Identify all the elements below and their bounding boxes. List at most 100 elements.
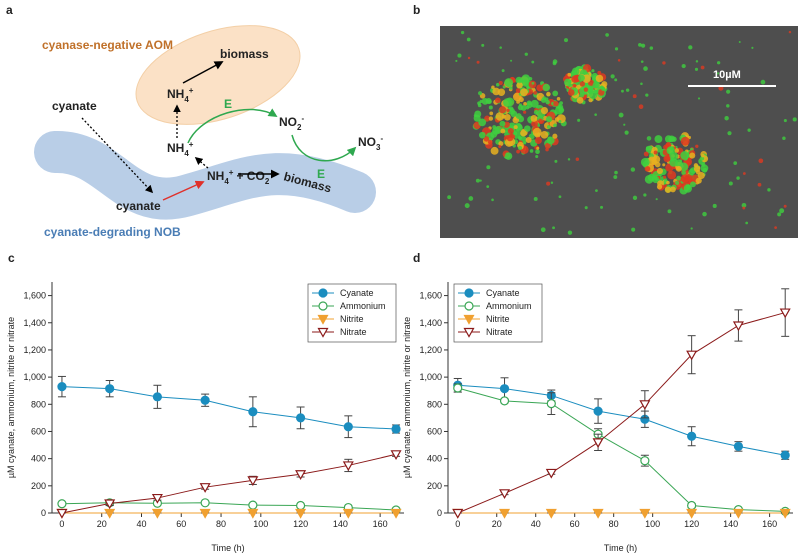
cell — [545, 116, 553, 123]
cell — [556, 97, 561, 101]
cell — [520, 105, 527, 111]
cell — [774, 226, 777, 230]
cell — [553, 101, 559, 107]
cell — [683, 184, 693, 193]
cell — [647, 173, 656, 182]
cell — [552, 133, 558, 139]
cell — [502, 85, 506, 89]
y-tick-label: 1,000 — [23, 372, 46, 382]
cell — [487, 139, 493, 145]
marker — [545, 468, 557, 479]
cell — [656, 184, 663, 190]
cell — [492, 87, 501, 96]
arrow — [291, 134, 357, 162]
cell — [718, 85, 724, 91]
legend-label: Nitrate — [486, 327, 513, 337]
cell — [733, 161, 738, 165]
cell — [614, 170, 618, 175]
cell — [584, 92, 587, 95]
cell — [516, 82, 523, 89]
cell — [760, 79, 766, 85]
x-tick-label: 100 — [645, 519, 660, 529]
cell — [535, 154, 539, 159]
marker — [687, 431, 697, 441]
cell — [724, 115, 729, 121]
cell — [498, 106, 507, 114]
cell — [484, 115, 491, 122]
cell — [645, 146, 650, 151]
cell — [742, 206, 746, 210]
cell — [468, 196, 474, 201]
series-line — [457, 387, 786, 512]
cell — [478, 118, 487, 127]
cell — [643, 66, 648, 71]
y-tick-label: 400 — [427, 454, 442, 464]
cell — [664, 186, 672, 193]
y-axis-label: µM cyanate, ammonium, nitrite or nitrate — [402, 317, 412, 478]
cell — [665, 141, 672, 148]
cell — [481, 97, 489, 105]
cell — [477, 91, 483, 96]
marker — [779, 508, 791, 519]
cell — [550, 181, 554, 184]
cell — [702, 211, 707, 217]
cell — [624, 130, 629, 135]
marker — [151, 508, 163, 519]
marker — [640, 456, 650, 466]
marker — [780, 450, 790, 460]
legend-marker — [318, 301, 328, 311]
cell — [571, 67, 580, 76]
formula-part: NO — [358, 135, 376, 149]
cell — [552, 90, 559, 97]
cell — [531, 120, 538, 128]
cell — [515, 113, 522, 120]
cell — [544, 142, 551, 149]
x-tick-label: 40 — [531, 519, 541, 529]
formula-part: 3 — [376, 143, 381, 152]
cell — [447, 195, 452, 200]
x-tick-label: 120 — [684, 519, 699, 529]
cell — [517, 135, 522, 140]
cell — [745, 221, 749, 225]
x-axis-label: Time (h) — [211, 543, 244, 553]
cell — [504, 113, 511, 121]
cell — [506, 108, 510, 113]
cell — [515, 88, 521, 93]
cell — [767, 188, 771, 192]
scale-bar-label: 10µM — [713, 69, 741, 81]
cell — [669, 146, 675, 151]
cell — [638, 104, 644, 110]
y-tick-label: 1,200 — [23, 345, 46, 355]
cell — [640, 82, 643, 85]
aom-cell — [135, 25, 301, 125]
y-tick-label: 200 — [427, 481, 442, 491]
cell — [680, 136, 690, 146]
arrow — [162, 180, 205, 201]
cell — [695, 177, 702, 184]
cell — [631, 227, 636, 232]
y-tick-label: 600 — [31, 426, 46, 436]
cell — [479, 179, 482, 182]
cell — [576, 97, 584, 104]
formula-part: + — [229, 168, 234, 177]
cell — [591, 69, 595, 73]
cell — [481, 43, 485, 47]
cell — [575, 157, 580, 161]
cell — [552, 61, 557, 66]
cell — [513, 131, 518, 136]
cell — [496, 82, 500, 87]
cell — [554, 117, 560, 122]
cell — [540, 131, 549, 139]
legend-marker — [463, 314, 475, 325]
cell — [618, 112, 624, 118]
legend-label: Nitrate — [340, 327, 367, 337]
marker — [295, 470, 307, 480]
nh4-co2: NH4+ + CO2 — [207, 168, 270, 186]
y-tick-label: 1,600 — [23, 291, 46, 301]
cell — [663, 175, 667, 179]
cell — [594, 113, 597, 117]
arrow — [187, 108, 278, 144]
cell — [531, 60, 535, 64]
formula-part: NH — [167, 141, 184, 155]
cell — [545, 99, 550, 105]
